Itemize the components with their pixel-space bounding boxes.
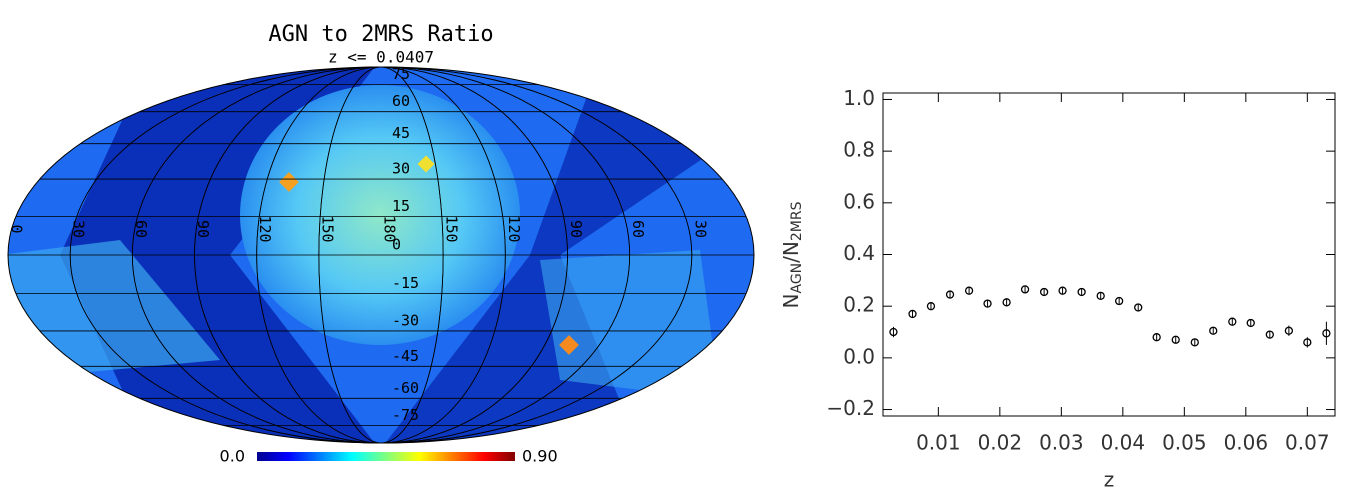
lon-label: 150 [443, 215, 461, 242]
lon-label: 0 [8, 224, 26, 233]
y-tick-label: 0.6 [843, 189, 875, 213]
map-title: AGN to 2MRS Ratio [268, 22, 493, 47]
data-point [1209, 326, 1218, 335]
x-axis-label: z [1104, 468, 1115, 492]
lon-label: 90 [194, 220, 212, 238]
lon-label: 150 [318, 215, 336, 242]
lat-label: 15 [392, 197, 410, 215]
y-tick-label: −0.2 [826, 396, 875, 420]
lon-label: 180 [381, 215, 399, 242]
y-label-part: /N [779, 241, 803, 263]
lat-label: -45 [392, 347, 419, 365]
data-point [1114, 296, 1124, 306]
lon-label: 60 [629, 220, 647, 238]
lat-label: -60 [392, 379, 419, 397]
data-point [1058, 286, 1067, 295]
y-tick-label: 0.8 [843, 138, 875, 162]
data-point [1020, 285, 1030, 294]
x-tick-label: 0.01 [916, 431, 961, 455]
lon-label: 120 [505, 215, 523, 242]
x-tick-label: 0.03 [1039, 431, 1084, 455]
data-point [1002, 298, 1011, 307]
lat-label: -75 [392, 406, 419, 424]
lon-label: 90 [567, 220, 585, 238]
data-point [926, 302, 936, 311]
x-tick-label: 0.02 [978, 431, 1023, 455]
data-point [1265, 330, 1274, 339]
data-point [1284, 326, 1294, 335]
data-point [908, 309, 917, 319]
data-point [1077, 287, 1086, 297]
data-point [1322, 329, 1331, 338]
map-subtitle: z <= 0.0407 [328, 48, 434, 67]
data-point [1134, 303, 1143, 312]
lat-label: 75 [392, 65, 410, 83]
data-point [983, 299, 992, 308]
y-label-part: 2MRS [789, 201, 805, 241]
plot-frame [882, 92, 1336, 417]
lat-label: -30 [392, 311, 419, 329]
x-tick-label: 0.06 [1224, 431, 1269, 455]
lat-label: 60 [392, 92, 410, 110]
y-tick-label: 0.2 [843, 293, 875, 317]
y-label-part: N [779, 294, 803, 309]
y-tick-label: 0.4 [843, 241, 875, 265]
lon-label: 30 [70, 220, 88, 238]
x-tick-label: 0.07 [1285, 431, 1330, 455]
lat-label: -15 [392, 274, 419, 292]
data-point [1096, 291, 1105, 300]
lat-label: 30 [392, 160, 410, 178]
data-point [1190, 338, 1199, 347]
data-point [945, 290, 955, 299]
data-point [964, 286, 974, 295]
y-tick-label: 1.0 [843, 86, 875, 110]
data-point [1246, 318, 1255, 328]
lon-label: 60 [132, 220, 150, 238]
lon-label: 120 [256, 215, 274, 242]
colorbar-max: 0.90 [522, 447, 558, 466]
x-tick-label: 0.05 [1162, 431, 1207, 455]
data-point [1152, 333, 1161, 342]
x-tick-label: 0.04 [1101, 431, 1146, 455]
colorbar-min: 0.0 [220, 447, 245, 466]
lat-label: 45 [392, 124, 410, 142]
y-label-part: AGN [789, 263, 805, 294]
data-point [1171, 335, 1180, 344]
y-axis-label: NAGN/N2MRS [779, 201, 806, 308]
y-tick-label: 0.0 [843, 344, 875, 368]
lat-label: 0 [392, 236, 401, 254]
data-point [1228, 317, 1237, 326]
lon-label: 30 [691, 220, 709, 238]
data-point [1039, 287, 1049, 297]
data-point [1303, 338, 1312, 347]
data-point [889, 327, 898, 337]
